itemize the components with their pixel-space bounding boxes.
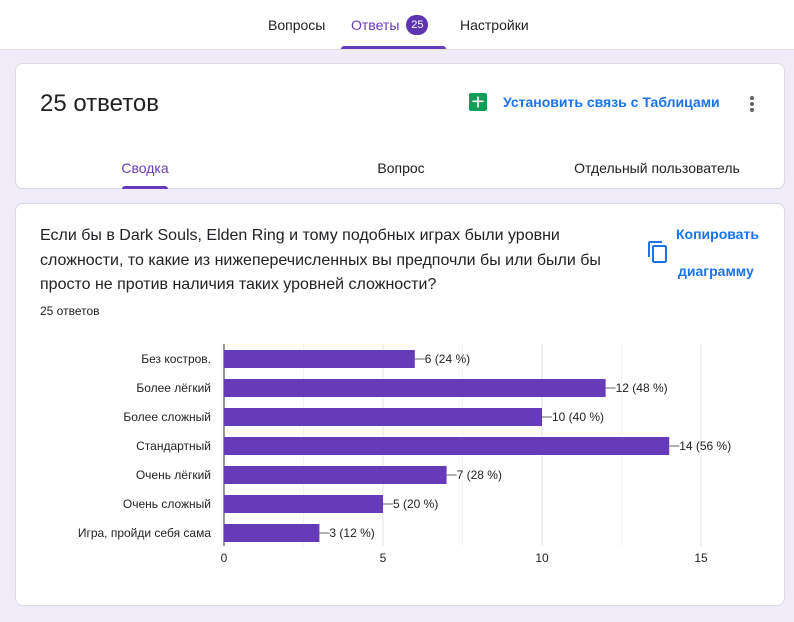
responses-title: 25 ответов (40, 90, 160, 117)
data-label: 12 (48 %) (616, 381, 668, 395)
category-label: Игра, пройди себя сама (78, 526, 212, 540)
data-label: 14 (56 %) (679, 439, 731, 453)
question-card: Если бы в Dark Souls, Elden Ring и тому … (15, 203, 785, 606)
data-label: 10 (40 %) (552, 410, 604, 424)
copy-chart-button[interactable]: Копировать диаграмму (641, 222, 781, 282)
bar (224, 524, 320, 542)
subtab-question[interactable]: Вопрос (377, 160, 425, 176)
category-label: Более сложный (123, 410, 211, 424)
data-label: 5 (20 %) (393, 497, 438, 511)
top-bar: Вопросы Ответы 25 Настройки (0, 0, 794, 50)
bar (224, 350, 415, 368)
tab-answers[interactable]: Ответы 25 (351, 0, 429, 50)
question-text: Если бы в Dark Souls, Elden Ring и тому … (40, 227, 601, 293)
subtab-summary[interactable]: Сводка (121, 160, 169, 176)
active-subtab-indicator (122, 186, 168, 189)
more-options-icon[interactable] (740, 92, 764, 116)
link-sheets-button[interactable]: Установить связь с Таблицами (468, 92, 720, 112)
bar (224, 408, 542, 426)
bar-chart: 0 5 10 15 Без костров. 6 (24 %) Более лёгкий 12… (78, 344, 731, 565)
sheets-link-label: Установить связь с Таблицами (503, 94, 720, 110)
bar (224, 495, 383, 513)
bar (224, 466, 447, 484)
category-label: Очень лёгкий (136, 468, 211, 482)
answers-count-badge: 25 (406, 15, 429, 35)
data-label: 3 (12 %) (329, 526, 374, 540)
sub-tabs: Сводка Вопрос Отдельный пользователь (16, 146, 786, 190)
subtab-individual[interactable]: Отдельный пользователь (574, 160, 740, 176)
summary-card: 25 ответов Установить связь с Таблицами … (15, 63, 785, 189)
copy-label-line1: Копировать (676, 226, 759, 242)
tab-questions[interactable]: Вопросы (268, 17, 326, 33)
responses-count: 25 ответов (40, 304, 100, 318)
copy-label-line2: диаграмму (678, 263, 754, 279)
category-label: Очень сложный (123, 497, 211, 511)
bar (224, 379, 606, 397)
x-tick-label: 5 (380, 551, 387, 565)
category-label: Без костров. (141, 352, 211, 366)
x-tick-label: 15 (694, 551, 708, 565)
top-nav: Вопросы Ответы 25 Настройки (0, 0, 794, 50)
copy-icon (648, 241, 667, 263)
data-label: 6 (24 %) (425, 352, 470, 366)
category-label: Стандартный (136, 439, 211, 453)
tab-answers-label: Ответы (351, 17, 400, 33)
active-tab-indicator (341, 46, 446, 49)
bar (224, 437, 670, 455)
sheets-icon (469, 93, 487, 111)
x-tick-label: 0 (221, 551, 228, 565)
x-tick-label: 10 (535, 551, 549, 565)
category-label: Более лёгкий (136, 381, 211, 395)
tab-settings[interactable]: Настройки (460, 17, 529, 33)
data-label: 7 (28 %) (457, 468, 502, 482)
